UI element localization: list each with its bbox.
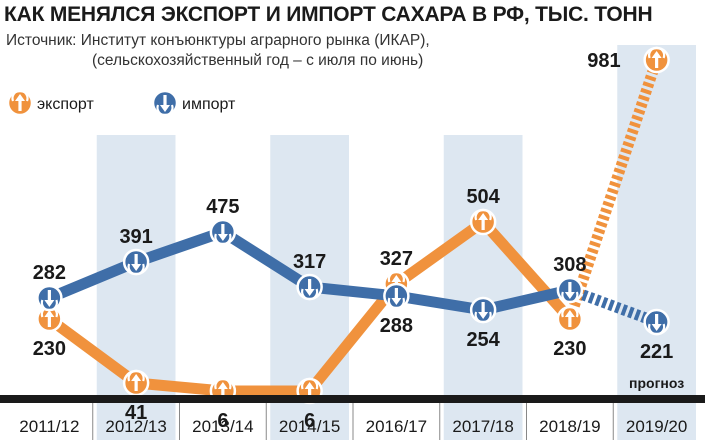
data-label-export: 6	[304, 410, 315, 432]
legend-export-icon	[6, 89, 34, 117]
series-forecast-import	[567, 284, 659, 328]
marker-import	[643, 308, 670, 336]
x-tick-label: 2011/12	[19, 417, 79, 436]
marker-import	[209, 218, 237, 246]
chart-subtitle: Источник: Институт конъюнктуры аграрного…	[6, 31, 430, 71]
x-tick-label: 2019/20	[626, 417, 687, 436]
data-label-import: 391	[119, 226, 152, 248]
data-label-import: 317	[293, 251, 326, 273]
x-tick-label: 2013/14	[192, 417, 253, 436]
data-label-export: 230	[33, 338, 66, 360]
legend: экспорт импорт	[6, 89, 236, 117]
shaded-band-2017-18	[443, 135, 523, 440]
subtitle-line-1: Источник: Институт конъюнктуры аграрного…	[6, 32, 430, 49]
data-label-export: 6	[217, 410, 228, 432]
x-tick-label: 2016/17	[366, 417, 427, 436]
x-axis: 2011/12 2012/13 2013/14 2014/15 2016/17 2017/…	[0, 395, 705, 440]
x-tick-label: 2018/19	[539, 417, 600, 436]
forecast-note: прогноз	[629, 375, 684, 391]
legend-import-label: импорт	[182, 96, 236, 113]
data-label-export: 41	[125, 402, 147, 424]
legend-export-label: экспорт	[37, 96, 94, 113]
chart-title: КАК МЕНЯЛСЯ ЭКСПОРТ И ИМПОРТ САХАРА В РФ…	[4, 3, 653, 26]
subtitle-line-2: (сельскохозяйственный год – с июля по ию…	[92, 52, 424, 69]
marker-import	[383, 282, 410, 310]
shaded-band-2019-20	[617, 45, 696, 440]
data-label-import: 282	[33, 262, 66, 284]
value-labels: 230 282 41 391 6 475 6 317 327 288 504 254 230 308 981…	[33, 50, 685, 432]
marker-import	[469, 296, 497, 324]
data-label-export: 981	[587, 50, 620, 72]
data-label-import: 221	[640, 341, 673, 363]
marker-import	[556, 276, 584, 304]
marker-import	[122, 248, 150, 276]
x-axis-baseline	[0, 395, 705, 403]
marker-export	[122, 369, 150, 397]
shaded-bands	[96, 45, 696, 440]
data-label-export: 504	[466, 186, 500, 208]
data-label-import: 308	[553, 254, 586, 276]
data-label-export: 230	[553, 338, 586, 360]
marker-export	[469, 208, 497, 236]
legend-import-icon	[151, 89, 179, 117]
marker-export	[643, 46, 670, 74]
x-tick-label: 2012/13	[105, 417, 166, 436]
data-label-import: 288	[380, 315, 413, 337]
x-tick-label: 2017/18	[452, 417, 513, 436]
series-markers	[36, 46, 670, 405]
marker-import	[296, 273, 323, 301]
series-forecast-export	[564, 58, 662, 321]
data-label-import: 475	[206, 196, 239, 218]
data-label-export: 327	[380, 248, 413, 270]
marker-import	[36, 284, 63, 312]
marker-export	[556, 305, 584, 333]
data-label-import: 254	[466, 329, 500, 351]
x-tick-label: 2014/15	[279, 417, 340, 436]
